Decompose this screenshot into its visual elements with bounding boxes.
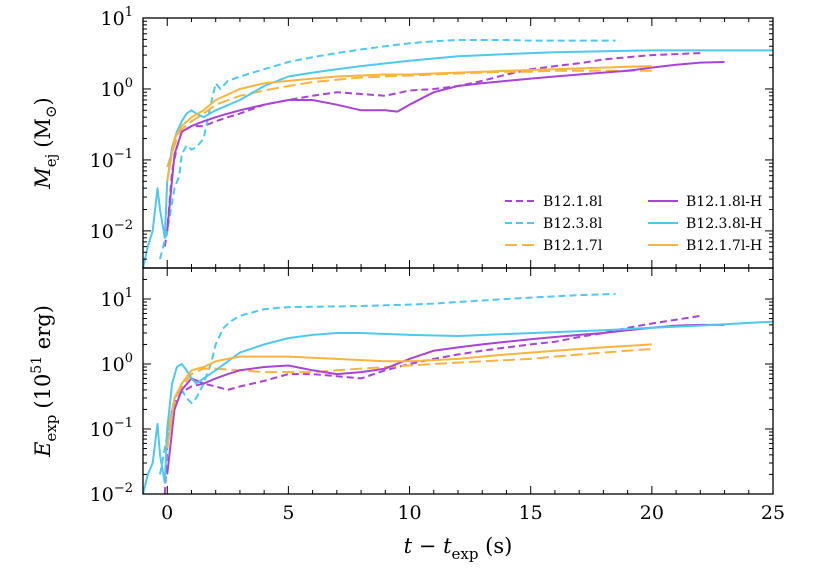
x-tick-label: 0 xyxy=(161,502,173,524)
x-tick-label: 15 xyxy=(519,502,543,524)
legend-label: B12.1.7l-H xyxy=(686,238,762,254)
legend-label: B12.3.8l-H xyxy=(686,216,762,232)
legend-label: B12.3.8l xyxy=(543,216,603,232)
series-line-top-b12-1-7l xyxy=(166,69,652,168)
legend-label: B12.1.8l-H xyxy=(686,194,762,210)
bottom-panel-eexp: 10−2 10−1 100 101 0 5 10 15 20 25 Eexp(1051 erg) xyxy=(29,267,785,524)
series-line-bottom-b12-3-8l-h xyxy=(142,320,774,495)
x-tick-label: 5 xyxy=(282,502,294,524)
series-line-bottom-b12-3-8l xyxy=(159,292,616,475)
series-line-top-b12-3-8l-h xyxy=(142,49,773,269)
legend-label: B12.1.8l xyxy=(543,194,603,210)
x-tick-label: 10 xyxy=(397,502,421,524)
series-line-bottom-b12-1-7l xyxy=(166,348,652,430)
series-line-top-b12-1-7l-h xyxy=(166,65,652,182)
x-tick-label: 25 xyxy=(761,502,785,524)
y-axis-label-top: Mej(M⊙) xyxy=(31,97,60,190)
legend: B12.1.8l B12.3.8l B12.1.7l B12.1.8l-H B12.3.… xyxy=(505,194,762,254)
top-panel-mej: 10−2 10−1 100 101 Mej(M⊙) xyxy=(31,5,774,269)
y-tick-label-bottom: 100 xyxy=(101,351,133,376)
series-line-top-b12-1-8l xyxy=(163,52,701,247)
y-tick-label-top: 10−1 xyxy=(90,147,133,172)
y-tick-label-top: 10−2 xyxy=(90,218,133,243)
series-line-bottom-b12-1-7l-h xyxy=(166,343,652,449)
y-tick-label-bottom: 101 xyxy=(101,286,133,311)
y-tick-label-top: 101 xyxy=(101,5,133,30)
series-line-top-b12-1-8l-h xyxy=(166,61,725,231)
x-axis-label: t − texp (s) xyxy=(404,534,513,563)
series-line-bottom-b12-1-8l-h xyxy=(166,323,725,475)
y-tick-label-bottom: 10−1 xyxy=(90,416,133,441)
series-line-top-b12-3-8l xyxy=(159,39,616,260)
y-axis-label-bottom: Eexp(1051 erg) xyxy=(29,305,60,458)
plot-frame-bottom xyxy=(142,267,774,495)
x-tick-label: 20 xyxy=(640,502,664,524)
series-line-bottom-b12-1-8l xyxy=(163,314,701,495)
x-axis-title: t − texp (s) xyxy=(404,534,513,563)
legend-label: B12.1.7l xyxy=(543,238,603,254)
y-tick-label-bottom: 10−2 xyxy=(90,481,133,506)
y-tick-label-top: 100 xyxy=(101,76,133,101)
